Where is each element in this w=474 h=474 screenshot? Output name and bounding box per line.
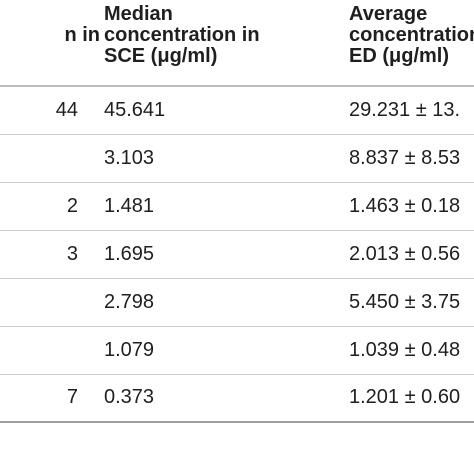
header-col-2-line-3: SCE (μg/ml) <box>104 45 218 67</box>
table-cell: 7 <box>0 374 104 423</box>
table-cell: 3 <box>0 230 104 279</box>
table-row: 2 1.481 1.463 ± 0.18 <box>0 182 474 231</box>
table-row: 1.079 1.039 ± 0.48 <box>0 326 474 375</box>
header-col-2-line-2: concentration in <box>104 24 260 46</box>
table-cell: 8.837 ± 8.53 <box>349 134 474 183</box>
header-col-2-line-1: Median <box>104 3 173 25</box>
table-cell: 29.231 ± 13. <box>349 86 474 135</box>
table-cell: 5.450 ± 3.75 <box>349 278 474 327</box>
table-row: 3.103 8.837 ± 8.53 <box>0 134 474 183</box>
header-col-3-line-3: ED (μg/ml) <box>349 45 450 67</box>
header-col-1-line-1: n in <box>64 24 100 46</box>
table-cell <box>0 134 104 183</box>
table-cell: 0.373 <box>104 374 349 423</box>
table-cell: 44 <box>0 86 104 135</box>
table-row: 3 1.695 2.013 ± 0.56 <box>0 230 474 279</box>
table-row: 2.798 5.450 ± 3.75 <box>0 278 474 327</box>
table-cell: 1.695 <box>104 230 349 279</box>
header-col-1: n in <box>0 0 104 87</box>
header-col-3: Average concentration ED (μg/ml) <box>349 0 474 87</box>
header-col-2: Median concentration in SCE (μg/ml) <box>104 0 349 87</box>
table-cell <box>0 326 104 375</box>
table-cell <box>0 278 104 327</box>
table-cell: 1.463 ± 0.18 <box>349 182 474 231</box>
table-cell: 1.201 ± 0.60 <box>349 374 474 423</box>
table-cell: 2.798 <box>104 278 349 327</box>
table-cell: 45.641 <box>104 86 349 135</box>
table-cell: 1.079 <box>104 326 349 375</box>
table-cell: 1.481 <box>104 182 349 231</box>
table-row: 7 0.373 1.201 ± 0.60 <box>0 374 474 423</box>
table-cell: 2 <box>0 182 104 231</box>
table-cell: 2.013 ± 0.56 <box>349 230 474 279</box>
header-col-3-line-2: concentration <box>349 24 474 46</box>
data-table: n in Median concentration in SCE (μg/ml)… <box>0 0 474 423</box>
table-cell: 3.103 <box>104 134 349 183</box>
table-row: 44 45.641 29.231 ± 13. <box>0 86 474 135</box>
header-col-3-line-1: Average <box>349 3 428 25</box>
table-cell: 1.039 ± 0.48 <box>349 326 474 375</box>
header-row: n in Median concentration in SCE (μg/ml)… <box>0 0 474 87</box>
